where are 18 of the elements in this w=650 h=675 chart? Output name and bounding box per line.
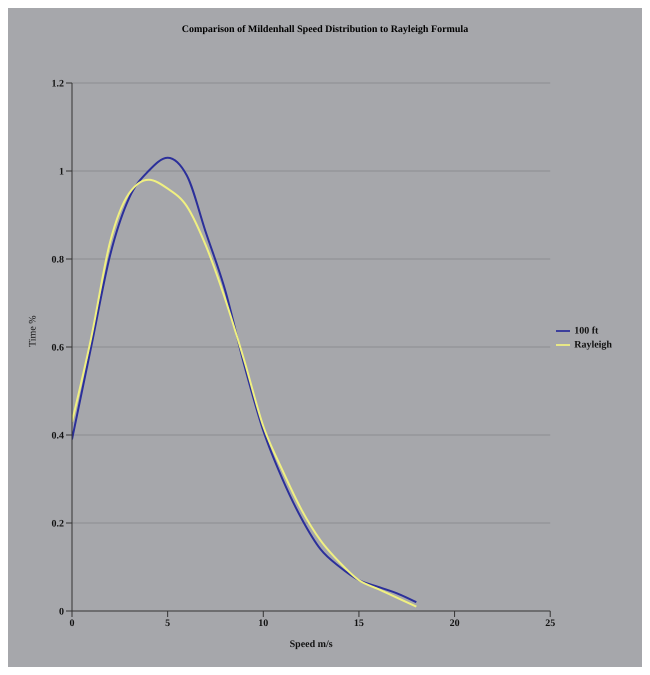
y-tick-label: 0.6	[52, 342, 64, 354]
x-tick-label: 15	[354, 618, 364, 630]
x-tick-label: 0	[70, 618, 74, 630]
x-axis-title: Speed m/s	[290, 639, 333, 650]
chart-title: Comparison of Mildenhall Speed Distribution to Rayleigh Formula	[180, 24, 470, 35]
y-tick-label: 0	[59, 606, 64, 618]
legend-label: Rayleigh	[574, 338, 612, 350]
x-tick-label: 20	[450, 618, 460, 630]
legend-label: 100 ft	[574, 324, 598, 336]
y-axis-title: Time %	[28, 315, 39, 347]
y-tick-label: 0.8	[52, 254, 64, 266]
y-tick-label: 0.2	[52, 518, 64, 530]
y-tick-label: 0.4	[52, 430, 64, 442]
x-tick-label: 10	[258, 618, 268, 630]
y-tick-label: 1.2	[52, 78, 64, 90]
x-tick-label: 25	[545, 618, 556, 630]
y-tick-label: 1	[59, 166, 64, 178]
x-tick-label: 5	[165, 618, 170, 630]
